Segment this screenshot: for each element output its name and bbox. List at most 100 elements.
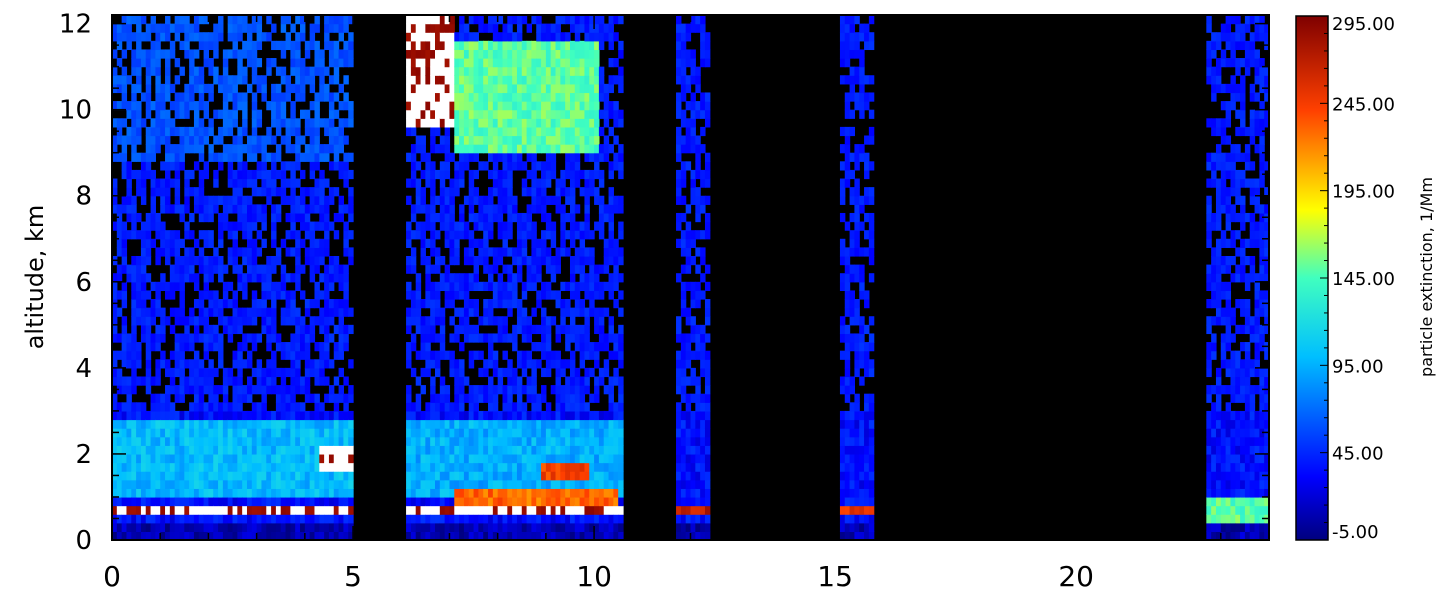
- heatmap-cell: [328, 471, 335, 481]
- heatmap-cell: [478, 247, 484, 257]
- heatmap-cell: [565, 32, 571, 42]
- heatmap-cell: [174, 462, 181, 472]
- heatmap-cell: [136, 58, 142, 68]
- heatmap-cell: [574, 23, 581, 33]
- heatmap-cell: [516, 471, 523, 481]
- heatmap-cell: [463, 410, 470, 421]
- heatmap-cell: [116, 135, 123, 145]
- heatmap-cell: [300, 342, 306, 352]
- heatmap-cell: [594, 428, 600, 438]
- heatmap-cell: [300, 15, 306, 25]
- heatmap-cell: [203, 316, 210, 326]
- heatmap-cell: [579, 49, 586, 59]
- heatmap-cell: [300, 316, 306, 326]
- heatmap-cell: [415, 101, 422, 111]
- heatmap-cell: [324, 496, 330, 507]
- heatmap-cell: [193, 204, 200, 214]
- heatmap-cell: [121, 445, 128, 455]
- heatmap-cell: [140, 187, 147, 197]
- heatmap-cell: [420, 324, 426, 335]
- heatmap-cell: [844, 496, 851, 507]
- heatmap-cell: [150, 178, 156, 188]
- heatmap-cell: [521, 505, 528, 515]
- heatmap-cell: [459, 359, 465, 369]
- heatmap-cell: [193, 273, 200, 283]
- heatmap-cell: [430, 488, 436, 498]
- heatmap-cell: [555, 187, 561, 197]
- heatmap-cell: [550, 109, 557, 119]
- heatmap-cell: [338, 350, 344, 360]
- heatmap-cell: [237, 471, 243, 481]
- heatmap-cell: [521, 385, 528, 395]
- heatmap-cell: [165, 92, 171, 102]
- heatmap-cell: [454, 135, 460, 145]
- heatmap-cell: [251, 471, 258, 481]
- heatmap-cell: [560, 238, 566, 248]
- heatmap-cell: [131, 324, 137, 335]
- heatmap-cell: [406, 531, 412, 540]
- heatmap-cell: [348, 359, 354, 369]
- heatmap-cell: [676, 195, 682, 205]
- heatmap-cell: [208, 126, 214, 137]
- heatmap-cell: [121, 428, 128, 438]
- heatmap-cell: [608, 238, 614, 248]
- heatmap-cell: [589, 92, 595, 102]
- heatmap-cell: [295, 32, 301, 42]
- heatmap-cell: [174, 350, 181, 360]
- heatmap-cell: [227, 522, 234, 532]
- heatmap-cell: [454, 376, 460, 386]
- heatmap-cell: [584, 187, 590, 197]
- heatmap-cell: [478, 316, 484, 326]
- heatmap-cell: [169, 522, 176, 532]
- heatmap-cell: [213, 152, 219, 162]
- heatmap-cell: [473, 428, 479, 438]
- heatmap-cell: [574, 135, 581, 145]
- heatmap-cell: [598, 333, 605, 343]
- heatmap-cell: [420, 75, 426, 85]
- heatmap-cell: [700, 101, 706, 111]
- heatmap-cell: [198, 247, 205, 257]
- heatmap-cell: [541, 522, 547, 532]
- heatmap-cell: [473, 118, 479, 128]
- heatmap-cell: [839, 376, 846, 386]
- heatmap-cell: [112, 281, 118, 292]
- heatmap-cell: [565, 247, 571, 257]
- heatmap-cell: [261, 161, 267, 171]
- heatmap-cell: [704, 367, 711, 378]
- heatmap-cell: [700, 15, 706, 25]
- heatmap-cell: [222, 471, 229, 481]
- heatmap-cell: [203, 324, 210, 335]
- heatmap-cell: [550, 118, 557, 128]
- heatmap-cell: [704, 58, 711, 68]
- heatmap-cell: [179, 376, 185, 386]
- heatmap-cell: [145, 436, 152, 446]
- heatmap-cell: [145, 342, 152, 352]
- heatmap-cell: [579, 255, 586, 266]
- heatmap-cell: [449, 195, 455, 205]
- heatmap-cell: [439, 419, 446, 429]
- heatmap-cell: [261, 436, 267, 446]
- heatmap-cell: [695, 342, 701, 352]
- heatmap-cell: [507, 281, 513, 292]
- heatmap-cell: [536, 428, 542, 438]
- heatmap-cell: [218, 307, 224, 317]
- heatmap-cell: [309, 230, 316, 240]
- heatmap-cell: [136, 273, 142, 283]
- heatmap-cell: [184, 410, 190, 421]
- heatmap-cell: [844, 531, 851, 540]
- heatmap-cell: [574, 221, 581, 231]
- heatmap-cell: [256, 32, 263, 42]
- heatmap-cell: [454, 169, 460, 180]
- heatmap-cell: [478, 101, 484, 111]
- heatmap-cell: [483, 264, 489, 274]
- heatmap-cell: [468, 514, 475, 524]
- heatmap-cell: [497, 109, 504, 119]
- heatmap-cell: [121, 496, 128, 507]
- heatmap-cell: [560, 359, 566, 369]
- heatmap-cell: [295, 402, 301, 412]
- heatmap-cell: [348, 169, 354, 180]
- heatmap-cell: [603, 32, 610, 42]
- heatmap-cell: [603, 428, 610, 438]
- heatmap-cell: [700, 23, 706, 33]
- heatmap-cell: [555, 514, 561, 524]
